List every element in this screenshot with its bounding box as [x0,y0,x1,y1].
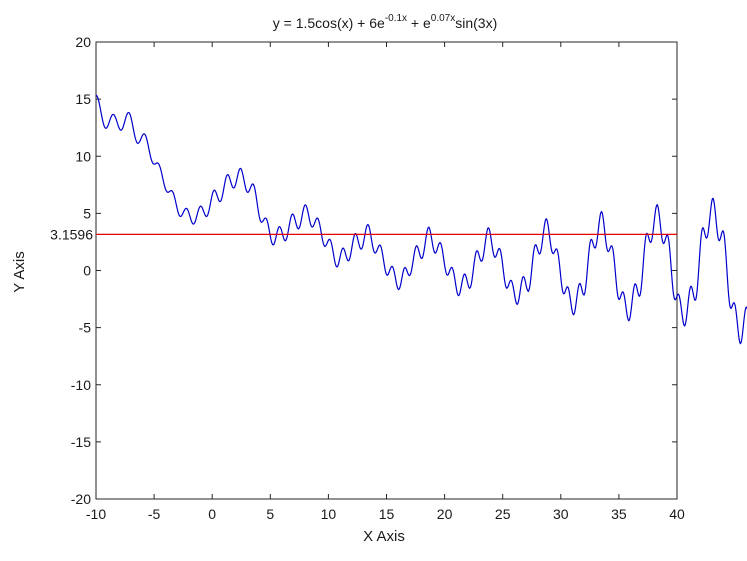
axis-ticks: -10 -5 0 5 10 15 20 25 30 35 40 -20 -15 -10 -5 0 5 10 15 20 [71,34,685,522]
x-tick-label: 5 [266,506,274,522]
x-tick-label: 40 [669,506,685,522]
chart-title-base: y = 1.5cos(x) + 6e [273,15,385,31]
y-tick-label: -15 [71,434,91,450]
function-curve [95,94,747,345]
plot-frame [95,41,678,500]
x-tick-label: 20 [437,506,453,522]
y-tick-label: 10 [75,148,91,164]
chart-title-exp1: -0.1x [385,13,407,24]
x-tick-label: 15 [379,506,395,522]
chart-title-tail: sin(3x) [455,15,497,31]
y-tick-label: -5 [79,320,92,336]
x-tick-label: -10 [86,506,106,522]
y-axis-label: Y Axis [11,251,28,292]
y-tick-label: 20 [75,34,91,50]
y-tick-label: -10 [71,377,91,393]
y-tick-label: 5 [83,205,91,221]
x-axis-label: X Axis [363,528,405,545]
chart-title: y = 1.5cos(x) + 6e-0.1x + e0.07xsin(3x) [273,13,498,31]
series-layer: 3.1596 [50,94,747,345]
x-tick-label: 30 [553,506,569,522]
x-tick-label: -5 [148,506,161,522]
y-tick-label: -20 [71,491,91,507]
y-tick-label: 15 [75,91,91,107]
x-tick-label: 0 [208,506,216,522]
plot-area: -10 -5 0 5 10 15 20 25 30 35 40 -20 -15 -10 -5 0 5 10 15 20… [50,34,747,522]
x-tick-label: 25 [495,506,511,522]
y-tick-label: 0 [83,263,91,279]
x-tick-label: 35 [611,506,627,522]
mean-line-label: 3.1596 [50,226,93,242]
chart-title-mid: + e [407,15,431,31]
chart-title-exp2: 0.07x [431,13,455,24]
x-tick-label: 10 [321,506,337,522]
